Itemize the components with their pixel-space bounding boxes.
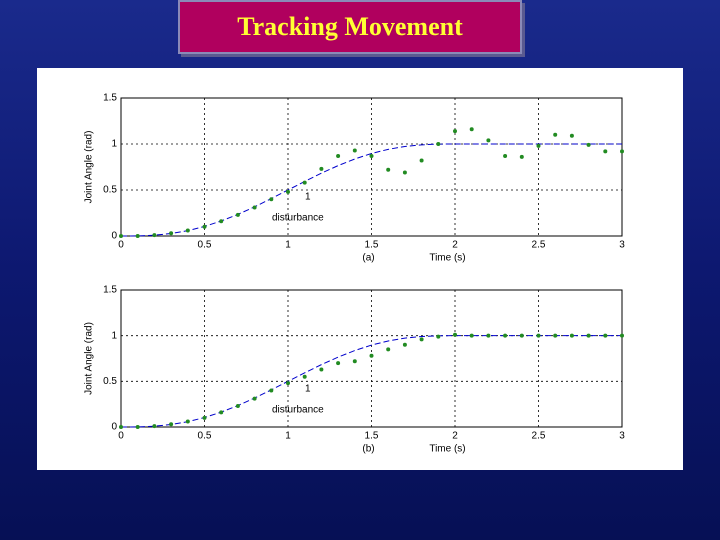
y-tick-label: 0.5 [103, 376, 117, 387]
data-point [453, 129, 457, 134]
data-point [620, 333, 624, 338]
data-point [436, 142, 441, 146]
data-point [569, 133, 574, 138]
data-point [336, 361, 341, 366]
data-point [119, 425, 123, 429]
data-point [402, 342, 407, 347]
data-point [620, 149, 624, 154]
data-point [386, 347, 391, 352]
data-point [536, 333, 541, 338]
data-point [402, 170, 407, 175]
y-tick-label: 0 [111, 422, 117, 433]
data-point [219, 219, 224, 224]
data-point [169, 231, 174, 236]
data-point [319, 166, 324, 171]
data-point [352, 359, 357, 364]
x-tick-label: 2 [452, 240, 458, 251]
x-tick-label: 0 [118, 431, 124, 442]
data-point [135, 425, 140, 429]
data-point [252, 396, 257, 401]
data-point [269, 388, 274, 393]
data-point [569, 333, 574, 338]
data-point [553, 333, 558, 338]
y-tick-label: 1 [111, 330, 117, 341]
annotation: disturbance [272, 213, 324, 224]
data-point [235, 212, 240, 217]
data-point [503, 153, 508, 158]
data-point [336, 153, 341, 158]
x-tick-label: 2 [452, 431, 458, 442]
data-point [302, 180, 307, 185]
data-point [503, 333, 508, 338]
data-point [386, 167, 391, 172]
data-point [519, 154, 524, 159]
y-tick-label: 1.5 [103, 285, 117, 296]
data-point [486, 333, 491, 338]
x-axis-label: Time (s) [429, 444, 465, 455]
data-point [202, 224, 207, 229]
x-tick-label: 2.5 [532, 240, 546, 251]
x-tick-label: 1.5 [365, 240, 379, 251]
y-axis-label: Joint Angle (rad) [84, 131, 95, 204]
data-point [119, 234, 123, 238]
data-point [286, 381, 290, 386]
data-point [219, 410, 224, 415]
data-point [169, 422, 174, 427]
data-point [453, 332, 457, 337]
caption: (a) [362, 253, 374, 264]
data-point [603, 333, 608, 338]
data-point [486, 138, 491, 143]
x-tick-label: 3 [619, 240, 625, 251]
data-point [185, 228, 190, 233]
data-point [469, 333, 474, 338]
data-point [419, 337, 424, 342]
data-point [436, 334, 441, 339]
chart-panel: 0 0.5 1 1.5 0 0.5 1 1.5 2 2.5 3 (a) Time (s) Joint An… [37, 68, 683, 470]
x-axis-label: Time (s) [429, 253, 465, 264]
data-point [352, 148, 357, 153]
annotation: disturbance [272, 405, 324, 416]
annotation: 1 [305, 192, 311, 203]
data-point [519, 333, 524, 338]
data-point [152, 233, 157, 238]
data-point [369, 153, 374, 158]
data-point [603, 149, 608, 154]
x-tick-label: 2.5 [532, 431, 546, 442]
y-tick-label: 1.5 [103, 93, 117, 104]
data-point [469, 127, 474, 132]
data-point [286, 189, 290, 194]
data-point [419, 158, 424, 163]
x-tick-label: 0 [118, 240, 124, 251]
data-point [586, 333, 591, 338]
annotation: 1 [305, 384, 311, 395]
data-point [302, 374, 307, 379]
data-point [319, 367, 324, 372]
title-box: Tracking Movement [178, 0, 522, 54]
data-point [152, 424, 157, 429]
panel-background [37, 68, 683, 470]
x-tick-label: 0.5 [198, 240, 212, 251]
data-point [553, 132, 558, 137]
x-tick-label: 3 [619, 431, 625, 442]
slide-title: Tracking Movement [237, 12, 463, 41]
y-axis-label: Joint Angle (rad) [84, 322, 95, 395]
x-tick-label: 1 [285, 431, 291, 442]
data-point [202, 415, 207, 420]
y-tick-label: 0 [111, 231, 117, 242]
data-point [135, 234, 140, 238]
data-point [536, 143, 541, 148]
y-tick-label: 0.5 [103, 185, 117, 196]
x-tick-label: 1 [285, 240, 291, 251]
data-point [369, 353, 374, 358]
data-point [586, 142, 591, 147]
data-point [269, 197, 274, 202]
data-point [185, 419, 190, 424]
x-tick-label: 1.5 [365, 431, 379, 442]
data-point [235, 403, 240, 408]
y-tick-label: 1 [111, 139, 117, 150]
caption: (b) [362, 444, 374, 455]
x-tick-label: 0.5 [198, 431, 212, 442]
data-point [252, 205, 257, 210]
